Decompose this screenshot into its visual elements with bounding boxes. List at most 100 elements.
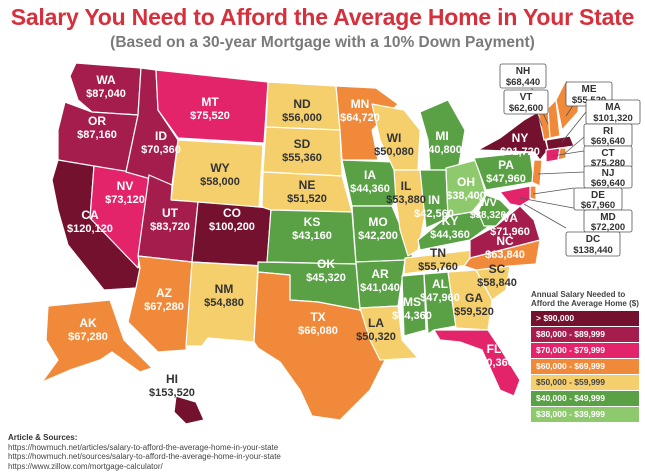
sources-heading: Article & Sources:	[8, 433, 78, 442]
legend-item-40k: $40,000 - $49,999	[531, 391, 639, 406]
state-al[interactable]	[423, 271, 457, 335]
label-la-value: $50,320	[356, 331, 396, 343]
label-wy-abbr: WY	[210, 161, 229, 175]
label-in-value: $42,560	[414, 208, 454, 220]
label-ar-value: $41,040	[360, 282, 400, 294]
label-wi-value: $50,080	[374, 146, 414, 158]
label-nc-abbr: NC	[496, 234, 514, 248]
callout-nh: NH $68,440	[499, 63, 547, 89]
label-mt-value: $75,520	[190, 110, 230, 122]
source-link-2[interactable]: https://howmuch.net/sources/salary-to-af…	[8, 452, 281, 461]
label-ct-abbr: CT	[601, 148, 614, 159]
label-pa-abbr: PA	[498, 158, 514, 172]
label-ny-value: $91,720	[500, 146, 540, 158]
state-ms[interactable]	[401, 273, 427, 337]
label-mi-abbr: MI	[435, 129, 448, 143]
label-me-abbr: ME	[582, 84, 597, 95]
legend-item-over-90k: > $90,000	[531, 311, 639, 326]
legend-title: Annual Salary Needed to Afford the Avera…	[531, 290, 639, 308]
label-md-abbr: MD	[600, 212, 616, 223]
state-nh[interactable]	[547, 99, 561, 139]
label-mo-value: $42,200	[358, 230, 398, 242]
label-or-value: $87,160	[77, 129, 117, 141]
label-ne-value: $51,520	[287, 193, 327, 205]
label-vt-abbr: VT	[520, 92, 533, 103]
source-link-3[interactable]: https://www.zillow.com/mortgage-calculat…	[8, 461, 163, 471]
label-pa-value: $47,960	[486, 173, 526, 185]
label-wv-value: $38,320	[470, 210, 507, 221]
label-ms-value: $44,360	[392, 310, 432, 322]
label-nd-value: $56,000	[282, 112, 322, 124]
state-mt[interactable]	[155, 69, 269, 144]
label-ca-value: $120,120	[67, 223, 113, 235]
label-hi-value: $153,520	[149, 387, 195, 399]
label-sd-value: $55,360	[282, 152, 322, 164]
state-oh[interactable]	[445, 159, 487, 217]
page-subtitle: (Based on a 30-year Mortgage with a 10% …	[110, 34, 535, 51]
label-il-abbr: IL	[401, 179, 412, 193]
label-wa-value: $87,040	[86, 88, 126, 100]
state-hi[interactable]	[173, 395, 205, 425]
callout-nj: NJ $69,640	[583, 165, 633, 189]
label-mo-abbr: MO	[368, 215, 387, 229]
label-hi-abbr: HI	[166, 372, 178, 386]
label-ms-abbr: MS	[403, 295, 421, 309]
label-ne-abbr: NE	[299, 178, 316, 192]
label-nh-abbr: NH	[516, 66, 530, 77]
page-title: Salary You Need to Afford the Average Ho…	[10, 4, 635, 30]
state-ga[interactable]	[447, 269, 493, 331]
callout-md: MD $72,200	[583, 209, 633, 233]
label-nj-value: $69,640	[591, 178, 625, 189]
label-ri-value: $69,640	[591, 136, 625, 147]
label-nm-value: $54,880	[204, 297, 244, 309]
label-nd-abbr: ND	[293, 97, 311, 111]
label-al-abbr: AL	[432, 277, 448, 291]
label-id-value: $70,360	[141, 144, 181, 156]
state-ri[interactable]	[557, 147, 567, 161]
label-ma-value: $101,320	[593, 113, 633, 124]
label-mn-abbr: MN	[351, 97, 370, 111]
callouts: NH $68,440 VT $62,600 ME $55,520 MA $101…	[499, 63, 641, 257]
label-az-abbr: AZ	[156, 286, 172, 300]
state-nj[interactable]	[531, 159, 543, 187]
legend-item-70k: $70,000 - $79,999	[531, 343, 639, 358]
state-wv[interactable]	[477, 194, 511, 227]
label-nv-abbr: NV	[117, 179, 134, 193]
state-labels: WA $87,040 OR $87,160 CA $120,120 NV $73…	[67, 73, 540, 399]
state-ak[interactable]	[41, 299, 153, 383]
label-ca-abbr: CA	[81, 208, 99, 222]
label-nm-abbr: NM	[215, 282, 234, 296]
label-nc-value: $63,840	[485, 249, 525, 261]
label-dc-value: $138,440	[573, 245, 613, 256]
label-ut-abbr: UT	[162, 206, 179, 220]
label-ct-value: $75,280	[591, 158, 625, 169]
label-tx-abbr: TX	[310, 310, 325, 324]
label-mn-value: $64,720	[340, 112, 380, 124]
state-mn[interactable]	[335, 85, 399, 161]
callout-ct: CT $75,280	[583, 145, 633, 169]
label-al-value: $47,960	[420, 292, 460, 304]
label-md-value: $72,200	[591, 222, 625, 233]
label-nh-value: $68,440	[506, 77, 540, 88]
state-fl[interactable]	[433, 329, 521, 397]
legend: Annual Salary Needed to Afford the Avera…	[531, 290, 639, 423]
label-mi-value: $40,800	[422, 144, 462, 156]
label-ok-value: $45,320	[306, 272, 346, 284]
label-ak-abbr: AK	[79, 316, 97, 330]
label-wv-abbr: WV	[479, 197, 497, 209]
state-md[interactable]	[499, 185, 531, 207]
state-de[interactable]	[529, 185, 537, 201]
label-ia-value: $44,360	[350, 183, 390, 195]
legend-item-60k: $60,000 - $69,999	[531, 359, 639, 374]
label-ma-abbr: MA	[605, 102, 621, 113]
label-ga-value: $59,520	[454, 306, 494, 318]
label-ks-abbr: KS	[304, 215, 321, 229]
source-link-1[interactable]: https://howmuch.net/articles/salary-to-a…	[8, 442, 279, 452]
state-tx[interactable]	[253, 271, 391, 421]
label-id-abbr: ID	[155, 129, 167, 143]
label-wi-abbr: WI	[387, 131, 402, 145]
label-ky-abbr: KY	[442, 214, 459, 228]
label-ar-abbr: AR	[371, 267, 389, 281]
state-la[interactable]	[359, 305, 419, 361]
callout-ma: MA $101,320	[585, 99, 641, 125]
